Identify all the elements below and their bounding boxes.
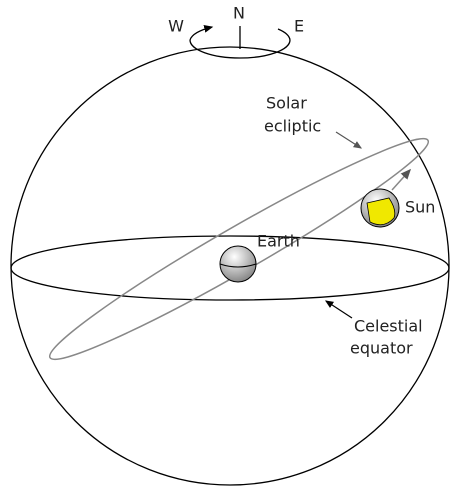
rotation-arrow [190,27,212,40]
earth [220,246,256,282]
celestial-sphere-diagram: W N E Earth Sun Solar ecliptic Celestial… [0,0,454,491]
ecliptic-pointer [336,132,361,148]
east-label: E [294,17,304,36]
rotation-arc [278,29,290,40]
page: W N E Earth Sun Solar ecliptic Celestial… [0,0,454,491]
equator-pointer [326,301,352,318]
ecliptic-label: ecliptic [264,117,321,136]
sun-lit-part [367,198,395,225]
celestial-label: Celestial [354,317,423,336]
earth-label: Earth [257,232,300,251]
solar-label: Solar [266,94,307,113]
sun-label: Sun [405,198,435,217]
ecliptic-direction-arrow [392,170,410,190]
west-label: W [168,17,184,36]
equator-label: equator [350,339,413,358]
north-label: N [233,4,245,23]
